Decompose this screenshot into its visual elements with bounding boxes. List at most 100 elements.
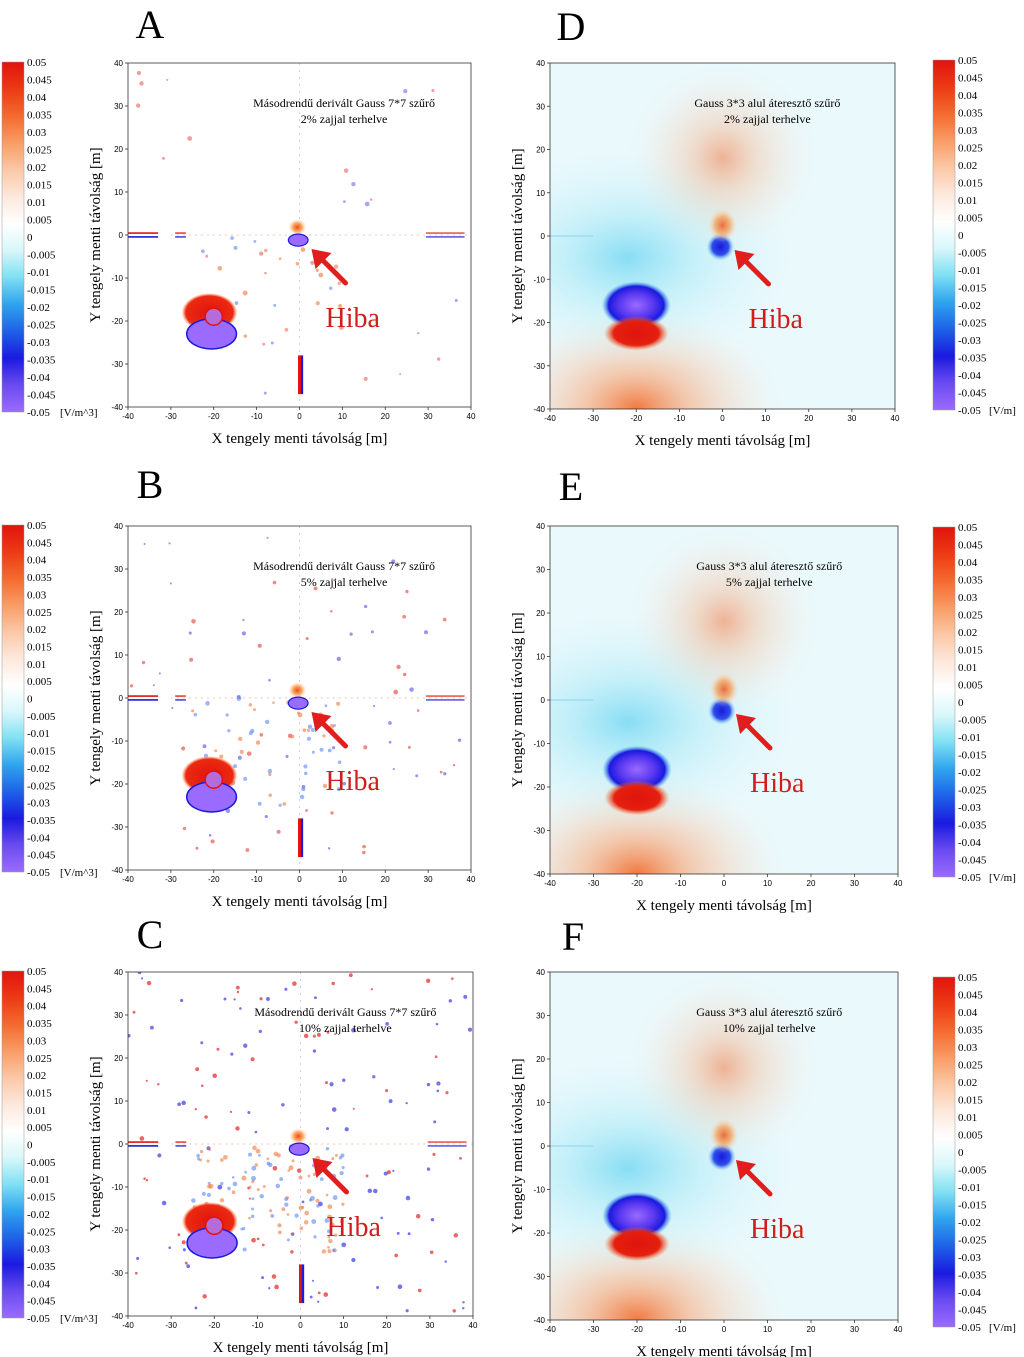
y-tick-label: 10 bbox=[536, 1099, 545, 1108]
noise-grid-dot bbox=[322, 783, 328, 789]
noise-grid-dot bbox=[327, 1214, 332, 1220]
noise-speckle bbox=[202, 744, 207, 749]
noise-speckle bbox=[212, 1073, 218, 1079]
colorbar-tick-label: 0.015 bbox=[958, 178, 983, 190]
noise-grid-dot bbox=[284, 327, 289, 332]
noise-annotation: 5% zajjal terhelve bbox=[301, 575, 388, 589]
x-tick-label: -40 bbox=[122, 412, 134, 421]
vertical-stripe bbox=[298, 1264, 303, 1304]
noise-annotation: 2% zajjal terhelve bbox=[301, 112, 388, 126]
noise-speckle bbox=[388, 721, 392, 725]
noise-speckle bbox=[439, 770, 443, 774]
noise-speckle bbox=[323, 1292, 329, 1297]
colorbar-tick-label: -0.025 bbox=[27, 780, 56, 792]
noise-grid-dot bbox=[272, 701, 275, 704]
y-tick-label: 30 bbox=[114, 565, 123, 574]
noise-speckle bbox=[166, 78, 169, 81]
noise-grid-dot bbox=[282, 802, 287, 806]
noise-grid-dot bbox=[281, 1207, 286, 1212]
colorbar-tick-label: -0.01 bbox=[958, 1182, 981, 1194]
colorbar-tick-label: -0.035 bbox=[27, 815, 56, 827]
y-tick-label: 20 bbox=[536, 146, 545, 155]
noise-grid-dot bbox=[329, 286, 333, 290]
noise-speckle bbox=[233, 998, 236, 1001]
x-tick-label: 30 bbox=[850, 879, 859, 888]
edge-stripe-left bbox=[128, 699, 159, 701]
x-tick-label: 0 bbox=[722, 879, 727, 888]
noise-speckle bbox=[405, 589, 409, 594]
colorbar-tick-label: 0.025 bbox=[958, 610, 983, 622]
noise-grid-dot bbox=[238, 736, 243, 742]
edge-stripe-mid bbox=[175, 1141, 187, 1143]
colorbar-tick-label: -0.03 bbox=[27, 337, 50, 349]
noise-speckle bbox=[376, 1285, 380, 1290]
fault-arrowhead bbox=[312, 1158, 333, 1178]
colorbar-tick-label: -0.045 bbox=[958, 1305, 987, 1317]
y-tick-label: 40 bbox=[114, 968, 123, 977]
large-positive-anomaly bbox=[603, 316, 669, 351]
noise-grid-dot bbox=[231, 1176, 235, 1179]
y-tick-label: -40 bbox=[111, 866, 123, 875]
y-tick-label: 40 bbox=[114, 522, 123, 531]
x-tick-label: -20 bbox=[208, 412, 220, 421]
colorbar-tick-label: 0.03 bbox=[27, 589, 47, 601]
noise-speckle bbox=[139, 1136, 145, 1141]
colorbar-tick-label: -0.005 bbox=[27, 711, 56, 723]
noise-grid-dot bbox=[225, 713, 229, 717]
colorbar-tick-label: -0.045 bbox=[27, 390, 56, 402]
noise-speckle bbox=[263, 391, 267, 395]
fault-label: Hiba bbox=[326, 766, 381, 797]
x-tick-label: 20 bbox=[807, 1325, 816, 1334]
noise-speckle bbox=[181, 1100, 186, 1106]
x-axis-label: X tengely menti távolság [m] bbox=[213, 1340, 389, 1356]
filter-annotation: Gauss 3*3 alul áteresztő szűrő bbox=[696, 559, 842, 573]
noise-grid-dot bbox=[256, 1188, 260, 1192]
y-tick-label: 0 bbox=[119, 231, 124, 240]
noise-grid-dot bbox=[207, 1184, 212, 1189]
colorbar-tick-label: 0.005 bbox=[27, 676, 52, 688]
noise-speckle bbox=[158, 672, 161, 675]
noise-speckle bbox=[312, 1034, 316, 1038]
edge-stripe-mid bbox=[175, 697, 186, 699]
noise-speckle bbox=[271, 1274, 277, 1279]
colorbar-tick-label: -0.04 bbox=[958, 837, 981, 849]
colorbar-tick-label: 0.025 bbox=[27, 607, 52, 619]
noise-speckle bbox=[180, 998, 184, 1003]
x-tick-label: -40 bbox=[122, 875, 134, 884]
noise-speckle bbox=[417, 1288, 422, 1293]
fault-negative-anomaly bbox=[288, 1142, 310, 1156]
noise-speckle bbox=[135, 103, 141, 108]
noise-speckle bbox=[443, 772, 447, 776]
y-tick-label: -30 bbox=[111, 823, 123, 832]
noise-speckle bbox=[442, 617, 447, 622]
noise-grid-dot bbox=[196, 1153, 200, 1158]
noise-speckle bbox=[333, 579, 336, 582]
noise-grid-dot bbox=[315, 301, 320, 306]
noise-grid-dot bbox=[276, 1153, 281, 1158]
fault-label: Hiba bbox=[750, 768, 805, 799]
noise-speckle bbox=[134, 1271, 138, 1275]
colorbar-tick-label: 0.045 bbox=[958, 990, 983, 1002]
colorbar-tick-label: 0.045 bbox=[27, 537, 52, 549]
vertical-stripe bbox=[302, 1264, 305, 1304]
edge-stripe-right bbox=[425, 695, 465, 697]
panel-f: F -40 -30 -20 -10 0 10 20 30 40 -40 -30 -20 -10 0 10 20 3… bbox=[510, 914, 1016, 1357]
x-tick-label: -10 bbox=[251, 412, 263, 421]
noise-speckle bbox=[369, 198, 373, 201]
noise-annotation: 2% zajjal terhelve bbox=[724, 112, 811, 126]
fault-label: Hiba bbox=[749, 304, 804, 335]
x-tick-label: -30 bbox=[587, 414, 599, 423]
colorbar-tick-label: -0.05 bbox=[27, 407, 50, 419]
colorbar-tick-label: -0.005 bbox=[27, 1157, 56, 1169]
noise-grid-dot bbox=[201, 1191, 206, 1196]
noise-speckle bbox=[451, 977, 454, 980]
colorbar-unit: [V/m] bbox=[989, 872, 1016, 884]
noise-speckle bbox=[415, 1213, 421, 1219]
large-positive-anomaly bbox=[604, 780, 670, 816]
noise-speckle bbox=[239, 1007, 242, 1010]
noise-grid-dot bbox=[217, 266, 223, 271]
noise-speckle bbox=[223, 997, 227, 1001]
colorbar-tick-label: -0.035 bbox=[27, 1261, 56, 1273]
noise-speckle bbox=[459, 1156, 462, 1160]
x-tick-label: -10 bbox=[674, 414, 686, 423]
